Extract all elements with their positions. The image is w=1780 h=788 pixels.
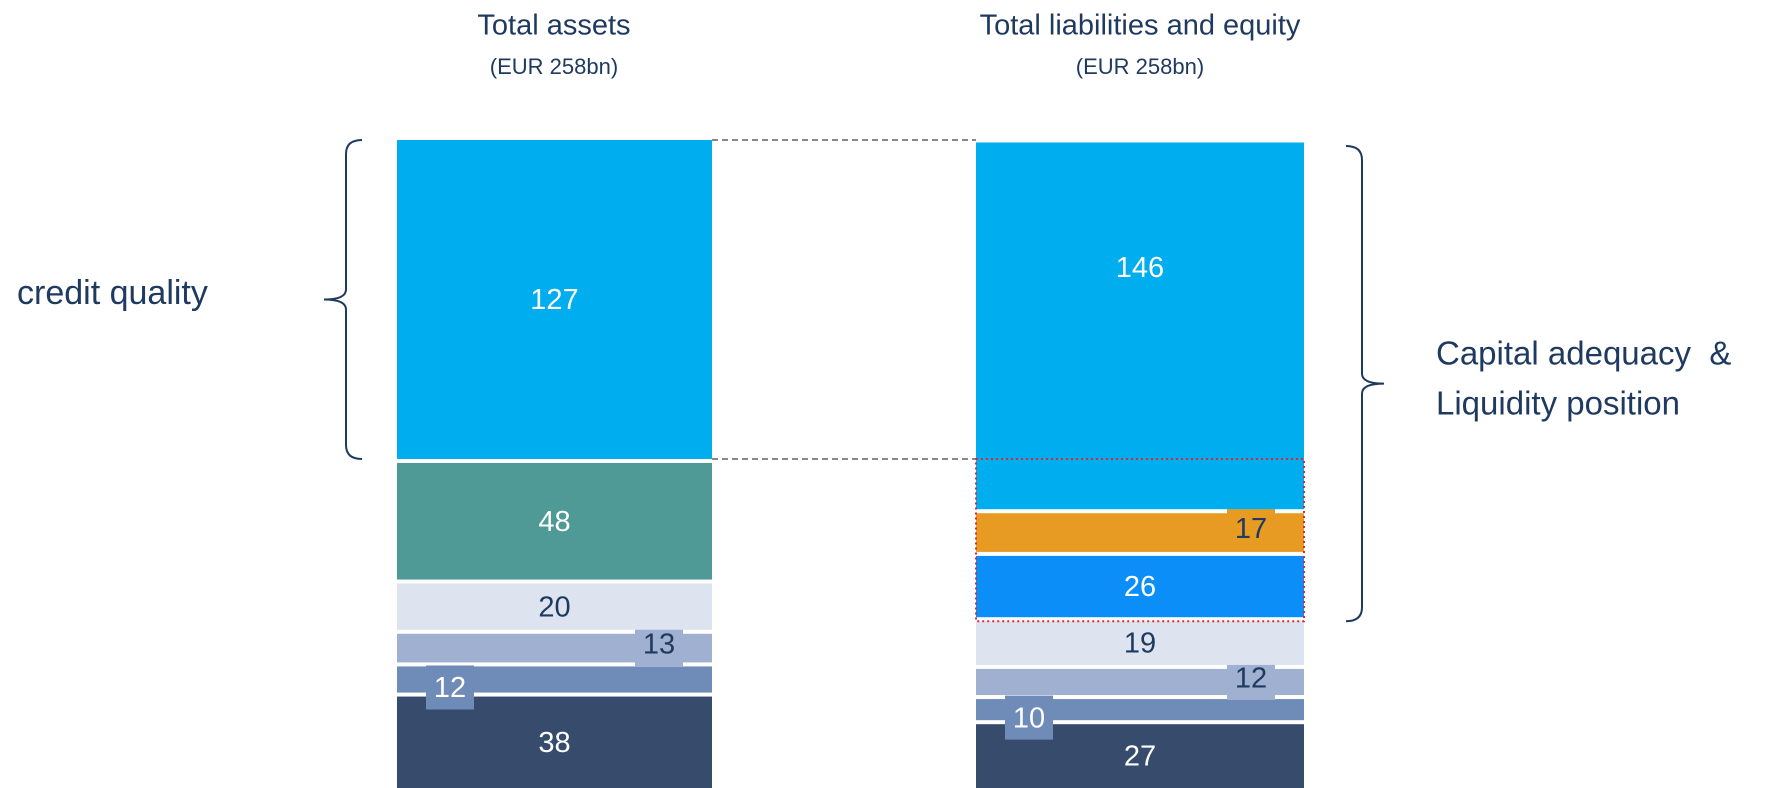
bar-segment	[976, 142, 1304, 510]
data-label: 20	[538, 591, 570, 623]
annotation: credit quality	[17, 274, 208, 312]
label-box	[426, 665, 474, 710]
brace	[1345, 145, 1385, 623]
annotation: Liquidity position	[1436, 385, 1680, 422]
data-label: 12	[1235, 663, 1267, 695]
annotation: Capital adequacy &	[1436, 335, 1731, 372]
column-title: Total liabilities and equity	[980, 10, 1301, 42]
data-label: 13	[643, 629, 675, 661]
bar-segment	[397, 696, 712, 788]
data-label: 17	[1235, 513, 1267, 545]
data-label: 48	[538, 506, 570, 538]
brace	[323, 139, 363, 460]
column-subtitle: (EUR 258bn)	[490, 54, 618, 79]
column-title: Total assets	[477, 10, 630, 42]
data-label: 19	[1124, 628, 1156, 660]
data-label: 127	[530, 284, 578, 316]
bar-segment	[397, 583, 712, 630]
bar-segment	[976, 555, 1304, 618]
bar-segment	[976, 699, 1304, 721]
data-label: 146	[1116, 252, 1164, 284]
label-box	[1005, 695, 1053, 740]
bar-segment	[397, 140, 712, 459]
data-label: 27	[1124, 741, 1156, 773]
data-label: 38	[538, 727, 570, 759]
label-box	[1227, 506, 1275, 551]
column-subtitle: (EUR 258bn)	[1076, 54, 1204, 79]
data-label: 12	[434, 672, 466, 704]
bar-segment	[397, 462, 712, 580]
data-label: 10	[1013, 702, 1045, 734]
bar-segment	[976, 621, 1304, 665]
data-label: 26	[1124, 571, 1156, 603]
